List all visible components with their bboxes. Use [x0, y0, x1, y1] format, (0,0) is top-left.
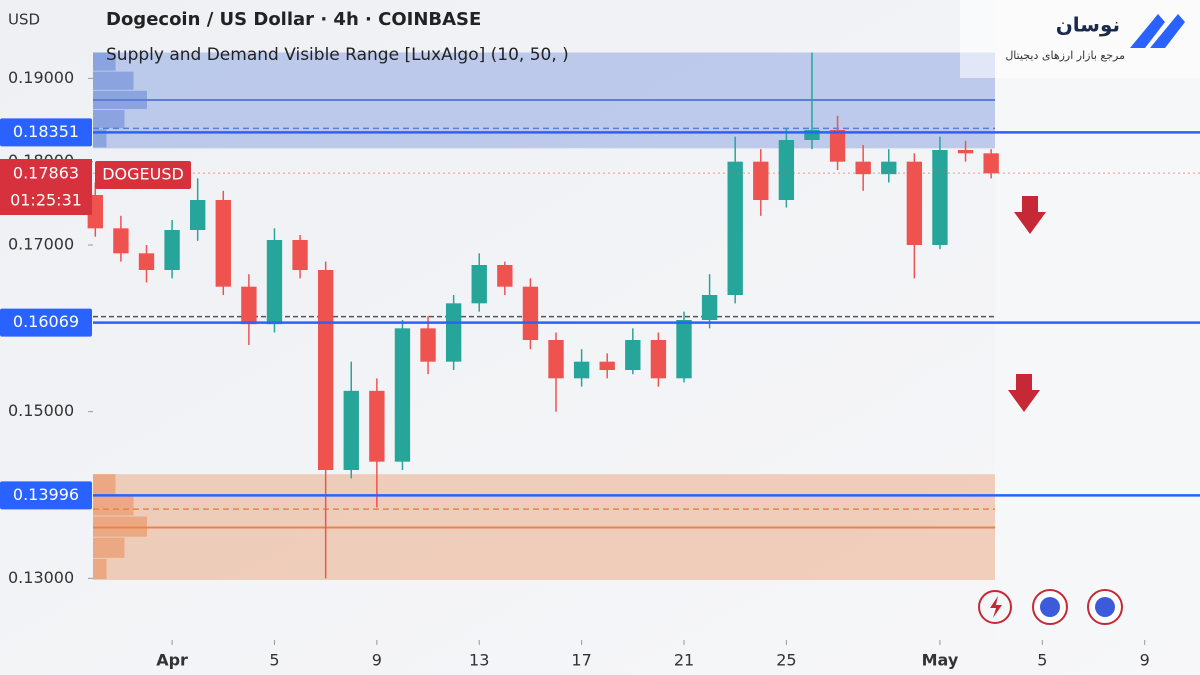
candle-body — [573, 361, 590, 379]
volume-profile-bar — [93, 516, 147, 537]
candle-body — [932, 150, 948, 245]
level-label: 0.16069 — [13, 312, 79, 331]
candle-body — [548, 340, 564, 379]
candle-body — [241, 286, 257, 325]
candle-body — [113, 228, 129, 254]
x-tick-label: May — [922, 651, 959, 670]
candle-body — [266, 240, 283, 325]
brand-name: نوسان — [1056, 13, 1120, 37]
candle-body — [599, 361, 615, 370]
candle-body — [983, 153, 999, 174]
brand-logo — [1130, 14, 1185, 48]
candle-body — [522, 286, 539, 340]
last-price-box — [0, 159, 92, 215]
y-tick-label: 0.13000 — [8, 568, 74, 587]
volume-profile-bar — [93, 110, 125, 129]
level-label-box — [0, 308, 92, 337]
candle-body — [420, 328, 436, 362]
arrow-down — [1014, 196, 1046, 234]
x-tick-label: 17 — [571, 651, 591, 670]
x-tick-label: 25 — [776, 651, 796, 670]
candle-body — [829, 130, 846, 162]
candle-body — [190, 200, 206, 230]
x-tick-label: 13 — [469, 651, 489, 670]
candle-body — [625, 340, 641, 370]
candle-body — [906, 161, 923, 245]
level-label: 0.18351 — [13, 122, 79, 141]
x-tick-label: Apr — [156, 651, 188, 670]
candle-body — [727, 161, 743, 295]
candle-body — [215, 200, 231, 287]
x-tick-label: 21 — [674, 651, 694, 670]
axis-unit: USD — [8, 11, 40, 29]
volume-profile-bar — [93, 71, 134, 90]
candle-body — [343, 390, 359, 470]
candle-body — [881, 161, 897, 175]
candle-body — [701, 295, 718, 320]
candle-body — [676, 320, 692, 379]
candle-body — [317, 270, 334, 470]
candle-body — [394, 328, 411, 462]
candle-body — [138, 253, 155, 270]
candle-body — [292, 240, 308, 270]
volume-profile-bar — [93, 537, 125, 558]
volume-profile-bar — [93, 474, 116, 495]
symbol-box — [95, 161, 191, 189]
countdown-label: 01:25:31 — [10, 191, 82, 210]
event-flag-inner — [1040, 597, 1060, 617]
volume-profile-bar — [93, 495, 134, 516]
chart-title: Dogecoin / US Dollar · 4h · COINBASE — [106, 9, 481, 30]
y-tick-label: 0.17000 — [8, 235, 74, 254]
x-tick-label: 5 — [1037, 651, 1047, 670]
level-label: 0.13996 — [13, 485, 79, 504]
candle-body — [497, 265, 513, 287]
candle-body — [471, 265, 487, 304]
volume-profile-bar — [93, 558, 107, 579]
right-area — [995, 0, 1200, 640]
last-price-label: 0.17863 — [13, 164, 79, 183]
level-label-box — [0, 481, 92, 510]
x-tick-label: 9 — [1140, 651, 1150, 670]
candle-body — [778, 140, 795, 200]
arrow-down — [1008, 374, 1040, 412]
volume-profile-bar — [93, 90, 147, 109]
event-icon[interactable] — [978, 590, 1012, 624]
y-tick-label: 0.19000 — [8, 68, 74, 87]
level-label-box — [0, 118, 92, 147]
volume-profile-bar — [93, 129, 107, 148]
candle-body — [369, 390, 385, 462]
chart-subtitle: Supply and Demand Visible Range [LuxAlgo… — [106, 45, 569, 65]
brand-tagline: مرجع بازار ارزهای دیجیتال — [1005, 49, 1125, 62]
event-icon-bolt — [990, 596, 1002, 618]
x-tick-label: 5 — [269, 651, 279, 670]
x-tick-label: 9 — [372, 651, 382, 670]
candle-body — [650, 340, 667, 379]
candle-body — [804, 130, 820, 140]
candle-body — [164, 230, 180, 270]
volume-profile-bar — [93, 52, 116, 71]
candle-body — [753, 161, 769, 200]
event-flag-inner — [1095, 597, 1115, 617]
candle-body — [855, 161, 871, 175]
candle-body — [445, 303, 462, 362]
y-tick-label: 0.15000 — [8, 401, 74, 420]
candle-body — [957, 150, 974, 154]
symbol-label: DOGEUSD — [102, 165, 184, 184]
